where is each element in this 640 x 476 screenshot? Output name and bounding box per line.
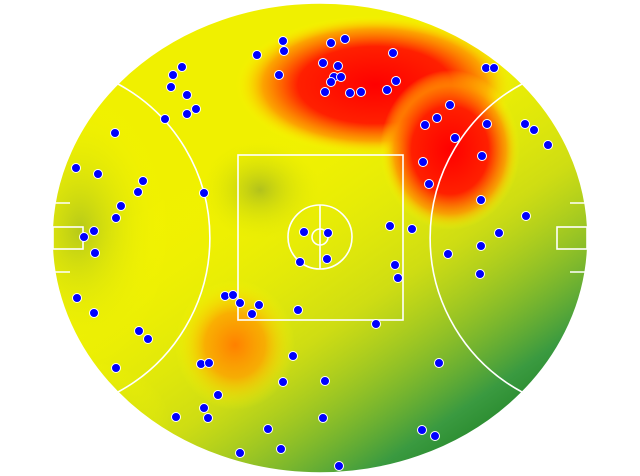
point <box>90 248 100 258</box>
point <box>182 109 192 119</box>
point <box>326 77 336 87</box>
point <box>171 412 181 422</box>
point <box>89 226 99 236</box>
point <box>274 70 284 80</box>
point <box>450 133 460 143</box>
point <box>333 61 343 71</box>
point <box>191 104 201 114</box>
point <box>390 260 400 270</box>
point <box>388 48 398 58</box>
point <box>235 448 245 458</box>
point <box>445 100 455 110</box>
point <box>476 241 486 251</box>
point <box>247 309 257 319</box>
point <box>443 249 453 259</box>
point <box>340 34 350 44</box>
point <box>489 63 499 73</box>
point <box>116 201 126 211</box>
point <box>79 232 89 242</box>
point <box>299 227 309 237</box>
point <box>320 87 330 97</box>
point <box>133 187 143 197</box>
point <box>177 62 187 72</box>
point <box>110 128 120 138</box>
point <box>323 228 333 238</box>
point <box>199 188 209 198</box>
point <box>293 305 303 315</box>
point <box>322 254 332 264</box>
point <box>168 70 178 80</box>
point <box>434 358 444 368</box>
point <box>278 377 288 387</box>
point <box>72 293 82 303</box>
point <box>182 90 192 100</box>
point <box>326 38 336 48</box>
point <box>417 425 427 435</box>
point <box>345 88 355 98</box>
point <box>318 413 328 423</box>
point <box>235 298 245 308</box>
point <box>143 334 153 344</box>
point <box>494 228 504 238</box>
point <box>89 308 99 318</box>
point <box>278 36 288 46</box>
point <box>263 424 273 434</box>
point <box>288 351 298 361</box>
point <box>336 72 346 82</box>
point <box>543 140 553 150</box>
point <box>529 125 539 135</box>
point <box>279 46 289 56</box>
point <box>204 358 214 368</box>
point <box>134 326 144 336</box>
point <box>93 169 103 179</box>
point <box>318 58 328 68</box>
point <box>71 163 81 173</box>
point <box>356 87 366 97</box>
point <box>521 211 531 221</box>
point <box>420 120 430 130</box>
point <box>254 300 264 310</box>
point <box>111 213 121 223</box>
point <box>430 431 440 441</box>
point <box>393 273 403 283</box>
point <box>252 50 262 60</box>
point <box>407 224 417 234</box>
point <box>475 269 485 279</box>
point <box>476 195 486 205</box>
point <box>295 257 305 267</box>
point <box>385 221 395 231</box>
point <box>482 119 492 129</box>
point <box>111 363 121 373</box>
point <box>199 403 209 413</box>
point <box>213 390 223 400</box>
point <box>138 176 148 186</box>
point <box>371 319 381 329</box>
point <box>203 413 213 423</box>
point <box>228 290 238 300</box>
point <box>382 85 392 95</box>
point <box>320 376 330 386</box>
point <box>418 157 428 167</box>
point <box>166 82 176 92</box>
point <box>276 444 286 454</box>
point <box>391 76 401 86</box>
point <box>424 179 434 189</box>
point <box>477 151 487 161</box>
point <box>160 114 170 124</box>
point <box>520 119 530 129</box>
point <box>334 461 344 471</box>
point <box>432 113 442 123</box>
